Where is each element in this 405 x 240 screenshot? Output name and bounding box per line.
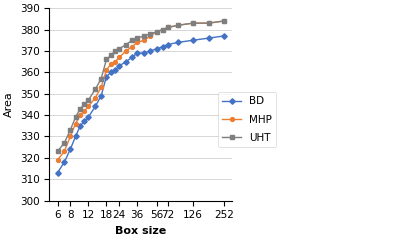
MHP [86, 105, 91, 108]
UHT [104, 58, 109, 61]
BD [160, 45, 165, 48]
MHP [207, 22, 211, 24]
UHT [55, 150, 60, 153]
UHT [154, 30, 159, 33]
UHT [176, 24, 181, 27]
UHT [135, 37, 140, 40]
UHT [148, 32, 153, 35]
BD [93, 105, 98, 108]
UHT [124, 43, 128, 46]
MHP [191, 22, 196, 24]
BD [207, 37, 211, 40]
BD [82, 120, 87, 123]
UHT [82, 103, 87, 106]
MHP [55, 158, 60, 161]
UHT [222, 19, 226, 22]
BD [55, 171, 60, 174]
MHP [176, 24, 181, 27]
MHP [130, 45, 134, 48]
X-axis label: Box size: Box size [115, 226, 166, 236]
UHT [117, 47, 121, 50]
BD [73, 135, 78, 138]
MHP [62, 150, 67, 153]
MHP [82, 109, 87, 112]
MHP [166, 26, 171, 29]
UHT [142, 35, 147, 37]
Line: BD: BD [55, 34, 226, 175]
BD [86, 116, 91, 119]
BD [222, 35, 226, 37]
BD [117, 65, 121, 67]
Legend: BD, MHP, UHT: BD, MHP, UHT [218, 92, 276, 147]
UHT [109, 54, 113, 57]
BD [130, 56, 134, 59]
MHP [113, 60, 118, 63]
BD [78, 124, 83, 127]
MHP [160, 28, 165, 31]
Y-axis label: Area: Area [4, 91, 14, 117]
BD [104, 75, 109, 78]
UHT [160, 28, 165, 31]
BD [135, 52, 140, 54]
UHT [68, 129, 73, 132]
MHP [104, 69, 109, 72]
UHT [86, 99, 91, 102]
MHP [68, 135, 73, 138]
UHT [73, 116, 78, 119]
Line: UHT: UHT [55, 19, 226, 153]
BD [124, 60, 128, 63]
MHP [222, 19, 226, 22]
BD [68, 148, 73, 151]
MHP [78, 114, 83, 116]
MHP [73, 122, 78, 125]
BD [142, 52, 147, 54]
MHP [124, 49, 128, 52]
MHP [93, 96, 98, 99]
UHT [93, 88, 98, 91]
MHP [135, 41, 140, 44]
BD [109, 71, 113, 74]
MHP [99, 86, 104, 89]
BD [191, 39, 196, 42]
MHP [154, 30, 159, 33]
MHP [117, 56, 121, 59]
BD [166, 43, 171, 46]
UHT [62, 141, 67, 144]
BD [99, 94, 104, 97]
MHP [148, 35, 153, 37]
UHT [130, 39, 134, 42]
UHT [113, 49, 118, 52]
BD [62, 161, 67, 163]
UHT [166, 26, 171, 29]
BD [154, 47, 159, 50]
UHT [99, 77, 104, 80]
BD [113, 69, 118, 72]
MHP [109, 62, 113, 65]
UHT [78, 107, 83, 110]
BD [148, 49, 153, 52]
BD [176, 41, 181, 44]
Line: MHP: MHP [55, 19, 226, 162]
UHT [191, 22, 196, 24]
MHP [142, 39, 147, 42]
UHT [207, 22, 211, 24]
